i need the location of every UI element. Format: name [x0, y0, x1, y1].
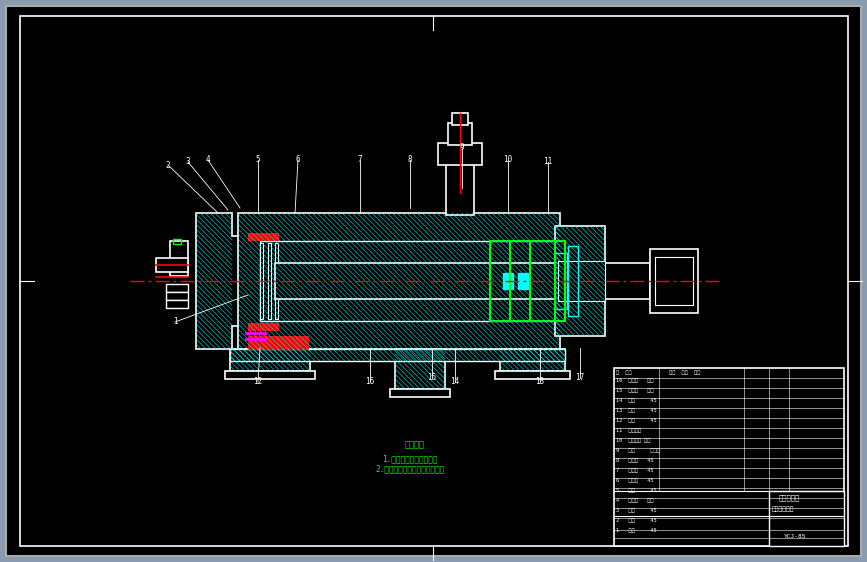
- Text: 15: 15: [427, 374, 437, 383]
- Text: 11  液压接头: 11 液压接头: [616, 428, 641, 433]
- Polygon shape: [196, 213, 245, 349]
- Bar: [248, 323, 278, 330]
- Bar: [156, 258, 188, 272]
- Bar: [614, 368, 844, 546]
- Bar: [166, 292, 188, 300]
- Text: 10  密封垫圈 橡胶: 10 密封垫圈 橡胶: [616, 438, 650, 443]
- Bar: [518, 273, 528, 289]
- Text: 8   进油口   45: 8 进油口 45: [616, 458, 654, 463]
- Text: 11: 11: [544, 157, 552, 166]
- Text: 8: 8: [407, 156, 413, 165]
- Text: 9   螺钉     标准件: 9 螺钉 标准件: [616, 448, 660, 453]
- Bar: [495, 371, 570, 379]
- Text: 1: 1: [173, 318, 178, 327]
- Bar: [230, 349, 310, 371]
- Text: 件  名称            材料  数量  备注: 件 名称 材料 数量 备注: [616, 370, 701, 375]
- Bar: [260, 243, 263, 319]
- Bar: [446, 163, 474, 215]
- Bar: [275, 263, 650, 299]
- Text: 3   缸底     45: 3 缸底 45: [616, 508, 656, 513]
- Bar: [655, 257, 693, 305]
- Text: 14  活塞     45: 14 活塞 45: [616, 398, 656, 403]
- Text: 单柱液压机: 单柱液压机: [779, 494, 800, 501]
- Bar: [503, 273, 513, 289]
- Text: 2: 2: [166, 161, 170, 170]
- Bar: [555, 226, 605, 336]
- Bar: [490, 241, 565, 321]
- Text: 4   密封圈   橡胶: 4 密封圈 橡胶: [616, 498, 654, 503]
- Text: 1.密封圈采用耳形密封圈: 1.密封圈采用耳形密封圈: [382, 454, 438, 463]
- Bar: [238, 213, 560, 349]
- Bar: [390, 389, 450, 397]
- Bar: [248, 336, 308, 342]
- Text: 4: 4: [205, 156, 211, 165]
- Bar: [558, 261, 605, 301]
- Bar: [769, 491, 844, 546]
- Bar: [248, 343, 308, 349]
- Text: 14: 14: [450, 378, 460, 387]
- Text: 5: 5: [256, 156, 260, 165]
- Bar: [166, 284, 188, 292]
- Text: 5   端盖     45: 5 端盖 45: [616, 488, 656, 493]
- Bar: [275, 243, 278, 319]
- Text: 9: 9: [460, 143, 465, 152]
- Bar: [173, 239, 181, 244]
- Text: 17: 17: [576, 374, 584, 383]
- Text: 12: 12: [253, 378, 263, 387]
- Bar: [568, 246, 578, 316]
- Text: 2.活塞杆密封圈采用山形密封圈: 2.活塞杆密封圈采用山形密封圈: [375, 464, 445, 473]
- Text: 12  缸体     45: 12 缸体 45: [616, 418, 656, 423]
- Text: 技术要求: 技术要求: [405, 440, 425, 449]
- Text: 6   活塞杆   45: 6 活塞杆 45: [616, 478, 654, 483]
- Bar: [248, 233, 278, 240]
- Text: YCJ-85: YCJ-85: [784, 534, 806, 539]
- Bar: [230, 349, 565, 361]
- Bar: [166, 300, 188, 308]
- Bar: [438, 143, 482, 165]
- Bar: [555, 253, 567, 309]
- Text: 2   支架     45: 2 支架 45: [616, 518, 656, 523]
- Text: 3: 3: [186, 157, 191, 166]
- Text: 13: 13: [536, 378, 544, 387]
- Bar: [170, 241, 188, 276]
- Text: 1   缸体     45: 1 缸体 45: [616, 528, 656, 533]
- Bar: [500, 349, 565, 371]
- Text: 15  密封环   橡胶: 15 密封环 橡胶: [616, 388, 654, 393]
- Text: 7: 7: [358, 156, 362, 165]
- Bar: [260, 241, 555, 321]
- Text: 16: 16: [365, 378, 375, 387]
- Bar: [448, 123, 472, 145]
- Bar: [225, 371, 315, 379]
- Bar: [650, 249, 698, 313]
- Text: 6: 6: [296, 156, 300, 165]
- Bar: [268, 243, 271, 319]
- Text: 13  缸盖     45: 13 缸盖 45: [616, 408, 656, 413]
- Text: 7   导向套   45: 7 导向套 45: [616, 468, 654, 473]
- Bar: [452, 113, 468, 125]
- Text: 16  密封圈   橡胶: 16 密封圈 橡胶: [616, 378, 654, 383]
- Bar: [395, 349, 445, 389]
- Text: 液压缸部件图: 液压缸部件图: [772, 506, 794, 511]
- Text: 10: 10: [504, 156, 512, 165]
